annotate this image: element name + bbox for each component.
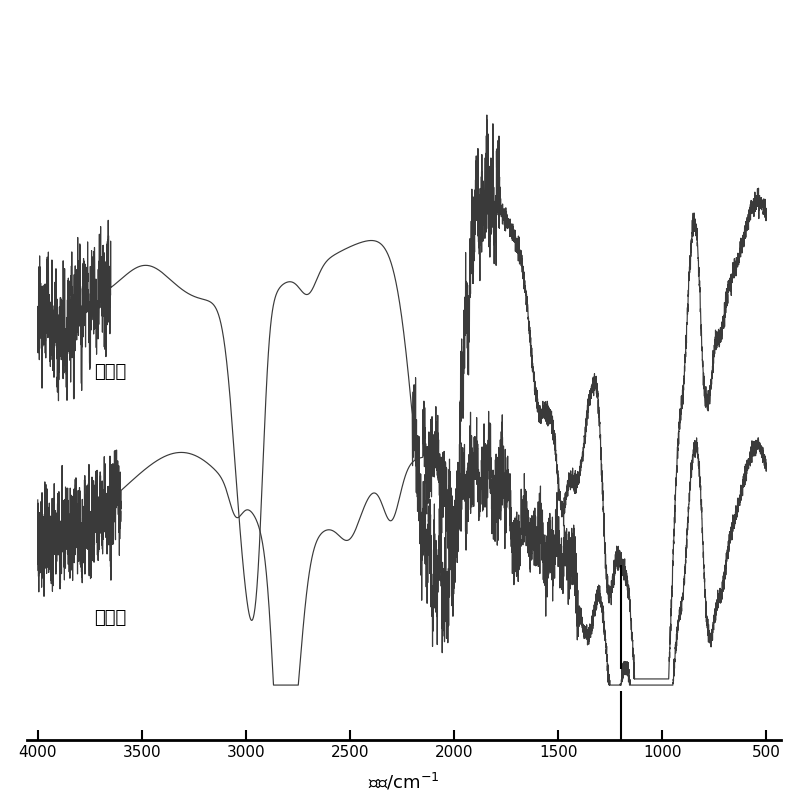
X-axis label: 波长/cm$^{-1}$: 波长/cm$^{-1}$	[368, 771, 440, 792]
Text: 添加前: 添加前	[94, 608, 126, 627]
Text: 添加后: 添加后	[94, 363, 126, 381]
